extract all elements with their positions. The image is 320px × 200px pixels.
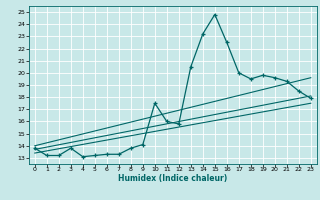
X-axis label: Humidex (Indice chaleur): Humidex (Indice chaleur) [118, 174, 228, 183]
